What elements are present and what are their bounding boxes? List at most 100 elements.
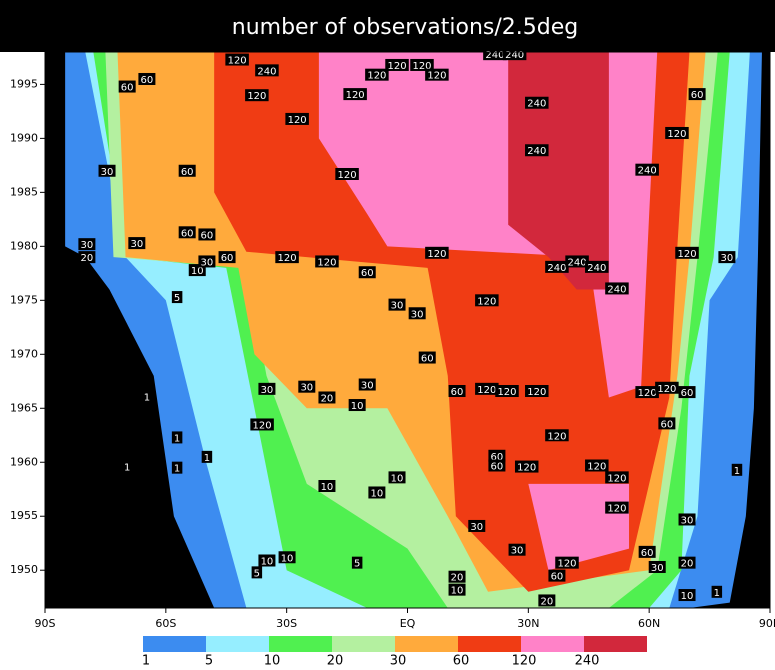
contour-label-box (198, 228, 216, 241)
contour-label: 10 (391, 473, 404, 484)
contour-label-box (178, 164, 196, 177)
contour-label: 120 (587, 461, 606, 472)
contour-label-box (78, 238, 96, 251)
contour-label-box (385, 58, 409, 71)
contour-label-box (525, 384, 549, 397)
contour-label: 120 (387, 61, 406, 72)
contour-label-box (688, 88, 706, 101)
contour-label: 120 (346, 90, 365, 101)
contour-label: 120 (638, 388, 657, 399)
contour-label-box (98, 164, 116, 177)
contour-label: 1 (204, 453, 210, 464)
contour-label-box (678, 556, 696, 569)
contour-label: 60 (141, 75, 154, 86)
contour-label-box (448, 384, 466, 397)
contour-label-box (255, 64, 279, 77)
contour-label-box (648, 560, 666, 573)
contour-label: 10 (351, 401, 364, 412)
contour-label: 60 (121, 83, 134, 94)
contour-label: 240 (587, 263, 606, 274)
contour-label-box (425, 68, 449, 81)
contour-label: 240 (527, 146, 546, 157)
contour-label: 30 (300, 383, 313, 394)
contour-label: 120 (557, 559, 576, 570)
contour-label: 30 (201, 257, 214, 268)
colorbar: 1 5 10 20 30 60 120 240 (142, 636, 647, 669)
colorbar-label: 10 (264, 654, 281, 669)
contour-label-box (545, 429, 569, 442)
contour-label: 10 (451, 586, 464, 597)
contour-label: 120 (667, 129, 686, 140)
colorbar-box (332, 636, 395, 652)
contour-label-box (178, 226, 196, 239)
contour-label: 60 (641, 548, 654, 559)
contour-label: 120 (338, 170, 357, 181)
contour-label: 5 (254, 568, 260, 579)
contour-label: 120 (278, 253, 297, 264)
contour-label-box (488, 459, 506, 472)
contour-label-box (251, 566, 263, 579)
contour-label: 1 (734, 466, 740, 477)
contour-label: 120 (477, 385, 496, 396)
contour-label-box (448, 583, 466, 596)
contour-label: 1 (124, 463, 130, 474)
contour-label-box (343, 88, 367, 101)
contour-label-box (495, 384, 519, 397)
contour-label: 30 (681, 515, 694, 526)
contour-label: 240 (505, 50, 524, 61)
contour-label-box (635, 386, 659, 399)
contour-label: 30 (261, 385, 274, 396)
x-tick-label: 60N (638, 617, 660, 630)
contour-label: 120 (228, 56, 247, 67)
contour-label: 120 (427, 71, 446, 82)
contour-label-box (548, 569, 566, 582)
colorbar-label: 5 (205, 654, 213, 669)
contour-label-box (658, 417, 676, 430)
contour-label-box (128, 237, 146, 250)
contour-label-box (258, 382, 276, 395)
contour-label: 10 (681, 591, 694, 602)
contour-label-box (638, 545, 656, 558)
contour-label: 240 (257, 66, 276, 77)
contour-label-box (538, 594, 556, 607)
contour-label-box (351, 556, 363, 569)
contour-label-box (368, 486, 386, 499)
y-tick-label: 1960 (10, 455, 38, 468)
contour-label: 1 (174, 464, 180, 475)
x-tick-label: 90N (759, 617, 775, 630)
colorbar-box (584, 636, 647, 652)
contour-label-box (225, 53, 249, 66)
contour-label-box (448, 570, 466, 583)
contour-label: 20 (681, 559, 694, 570)
contour-label-box (318, 480, 336, 493)
contour-label: 30 (470, 522, 483, 533)
contour-label-box (711, 585, 723, 598)
contour-label: 60 (491, 461, 504, 472)
y-tick-label: 1975 (10, 293, 38, 306)
contour-label-box (408, 307, 426, 320)
contour-label-box (318, 391, 336, 404)
contour-label: 240 (527, 99, 546, 110)
contour-label: 120 (477, 296, 496, 307)
contour-label: 20 (321, 393, 334, 404)
contour-label: 5 (354, 559, 360, 570)
colorbar-label: 120 (512, 654, 537, 669)
contour-label-box (502, 48, 527, 61)
contour-label: 240 (607, 284, 626, 295)
contour-label: 120 (247, 91, 266, 102)
x-tick-label: EQ (400, 617, 416, 630)
contour-label: 60 (181, 167, 194, 178)
y-tick-label: 1950 (10, 563, 38, 576)
contour-label: 1 (714, 588, 720, 599)
contour-label: 60 (661, 419, 674, 430)
colorbar-label: 1 (142, 654, 150, 669)
x-tick-label: 30N (517, 617, 539, 630)
contour-label: 120 (677, 249, 696, 260)
contour-label-box (245, 89, 269, 102)
contour-label: 5 (174, 293, 180, 304)
contour-label-box (514, 460, 539, 473)
contour-label: 30 (511, 546, 524, 557)
contour-label: 120 (657, 384, 676, 395)
x-tick-label: 60S (155, 617, 176, 630)
